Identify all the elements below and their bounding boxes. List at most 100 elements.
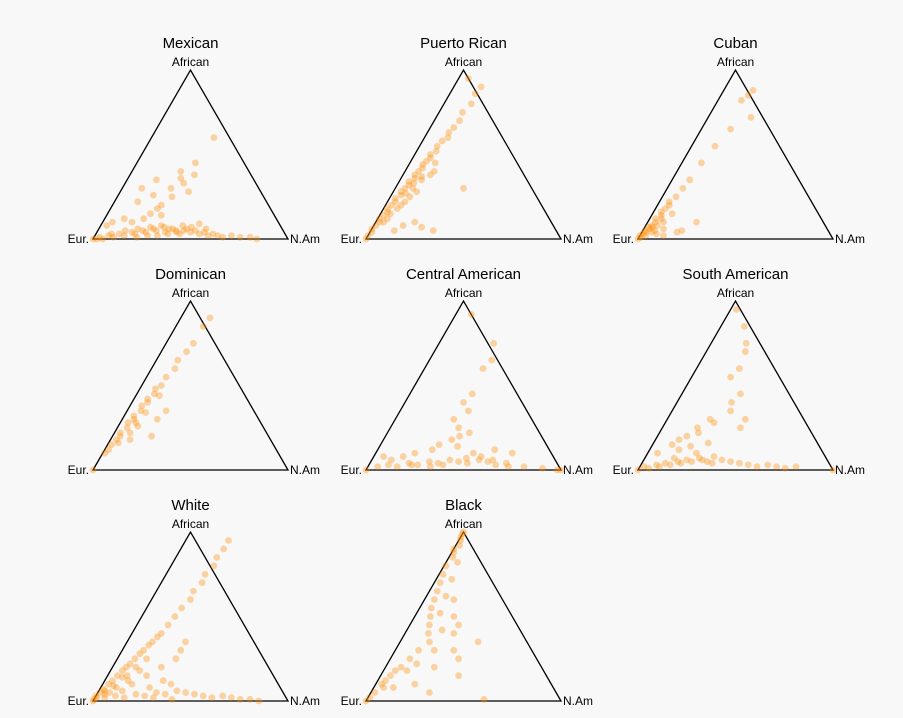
- data-point: [829, 466, 837, 474]
- data-point: [640, 463, 648, 470]
- data-point: [742, 339, 750, 347]
- data-point: [153, 689, 160, 696]
- data-point: [90, 695, 98, 703]
- data-point: [539, 464, 546, 472]
- data-point: [99, 235, 107, 243]
- data-point: [436, 579, 444, 587]
- data-point: [391, 198, 399, 206]
- data-point: [423, 157, 430, 165]
- data-point: [414, 461, 422, 469]
- data-point: [149, 638, 156, 646]
- data-point: [694, 424, 701, 432]
- data-point: [164, 230, 172, 238]
- vertex-label-top: African: [172, 517, 209, 531]
- data-point: [155, 392, 163, 399]
- data-point: [491, 446, 499, 454]
- data-point: [121, 227, 129, 235]
- data-point: [210, 134, 218, 142]
- data-point: [418, 223, 425, 231]
- data-point: [463, 454, 470, 462]
- data-point: [140, 646, 148, 654]
- data-point: [105, 680, 112, 688]
- data-point: [157, 382, 165, 389]
- panel-title: Black: [445, 497, 482, 514]
- data-point: [668, 210, 676, 218]
- panel-puerto-rican: Puerto Rican African Eur. N.Am: [341, 35, 593, 246]
- data-point: [688, 458, 695, 465]
- data-point: [728, 399, 735, 406]
- data-point: [132, 419, 140, 427]
- data-point: [214, 232, 222, 240]
- panel-title: South American: [683, 266, 789, 283]
- data-point: [372, 222, 380, 229]
- data-point: [675, 436, 683, 443]
- data-point: [687, 442, 694, 450]
- data-point: [364, 232, 372, 240]
- data-point: [152, 385, 159, 393]
- data-point: [489, 456, 497, 464]
- data-point: [138, 184, 146, 192]
- data-point: [183, 225, 191, 233]
- vertex-label-left: Eur.: [68, 463, 89, 477]
- data-point: [686, 176, 694, 184]
- data-point: [468, 390, 476, 398]
- data-point: [150, 225, 157, 233]
- points-group: [89, 537, 263, 705]
- data-point: [174, 356, 182, 364]
- data-point: [134, 422, 142, 430]
- data-point: [653, 461, 660, 469]
- data-point: [169, 225, 177, 233]
- data-point: [120, 215, 128, 223]
- data-point: [450, 596, 458, 603]
- data-point: [464, 459, 471, 467]
- data-point: [177, 646, 185, 654]
- data-point: [199, 692, 207, 700]
- data-point: [200, 228, 208, 236]
- data-point: [114, 439, 122, 447]
- data-point: [164, 621, 172, 629]
- data-point: [101, 449, 109, 457]
- vertex-label-right: N.Am: [290, 463, 320, 477]
- data-point: [380, 218, 387, 226]
- data-point: [190, 339, 197, 347]
- data-point: [147, 223, 154, 231]
- data-point: [133, 233, 141, 241]
- data-point: [456, 432, 463, 440]
- data-point: [454, 442, 461, 450]
- panel-white: White African Eur. N.Am: [68, 497, 320, 708]
- data-point: [792, 463, 800, 470]
- data-point: [433, 142, 441, 150]
- data-point: [187, 596, 194, 603]
- data-point: [236, 695, 244, 703]
- data-point: [433, 587, 441, 595]
- triangle-outline: [91, 68, 290, 240]
- data-point: [480, 695, 488, 703]
- data-point: [173, 687, 181, 695]
- data-point: [142, 228, 150, 236]
- triangle-outline: [364, 530, 563, 702]
- data-point: [157, 630, 165, 637]
- data-point: [139, 227, 147, 235]
- data-point: [660, 225, 667, 233]
- data-point: [204, 232, 212, 240]
- data-point: [384, 208, 391, 216]
- data-point: [710, 419, 718, 427]
- data-point: [693, 449, 700, 457]
- vertex-label-left: Eur.: [613, 232, 634, 246]
- data-point: [366, 694, 374, 701]
- data-point: [718, 456, 726, 464]
- data-point: [220, 545, 228, 553]
- data-point: [167, 680, 175, 688]
- vertex-label-right: N.Am: [563, 232, 593, 246]
- data-point: [182, 689, 190, 696]
- data-point: [696, 454, 703, 462]
- data-point: [418, 173, 425, 180]
- data-point: [710, 453, 718, 460]
- data-point: [737, 424, 744, 432]
- data-point: [651, 227, 658, 235]
- data-point: [646, 225, 654, 233]
- data-point: [380, 211, 387, 219]
- data-point: [157, 663, 165, 671]
- data-point: [131, 230, 139, 238]
- data-point: [236, 233, 244, 241]
